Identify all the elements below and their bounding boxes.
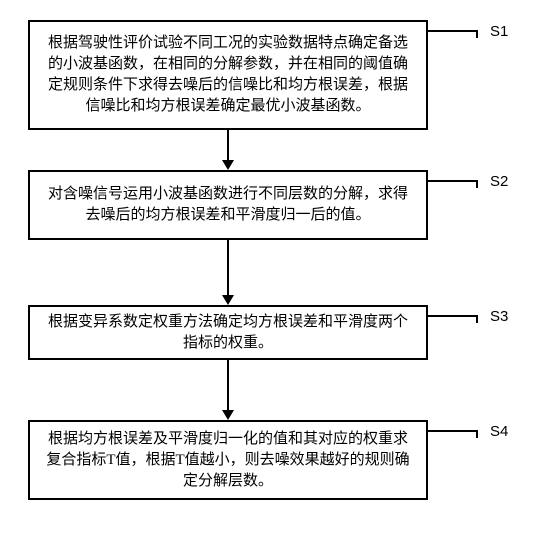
leader-tick-s2 [476, 180, 478, 188]
arrow-shaft-3 [227, 360, 229, 410]
leader-line-s1 [428, 30, 478, 32]
step-box-s2: 对含噪信号运用小波基函数进行不同层数的分解，求得去噪后的均方根误差和平滑度归一后… [28, 170, 428, 240]
arrow-head-1 [222, 160, 234, 170]
step-label-s4: S4 [490, 423, 508, 440]
arrow-shaft-2 [227, 240, 229, 295]
arrow-head-2 [222, 295, 234, 305]
leader-line-s3 [428, 315, 478, 317]
step-label-s3: S3 [490, 308, 508, 325]
step-text-s4: 根据均方根误差及平滑度归一化的值和其对应的权重求复合指标T值，根据T值越小，则去… [42, 429, 414, 492]
arrow-shaft-1 [227, 130, 229, 160]
step-label-s1: S1 [490, 23, 508, 40]
leader-tick-s4 [476, 430, 478, 438]
leader-tick-s3 [476, 315, 478, 323]
step-text-s1: 根据驾驶性评价试验不同工况的实验数据特点确定备选的小波基函数，在相同的分解参数，… [42, 33, 414, 117]
step-box-s1: 根据驾驶性评价试验不同工况的实验数据特点确定备选的小波基函数，在相同的分解参数，… [28, 20, 428, 130]
step-box-s4: 根据均方根误差及平滑度归一化的值和其对应的权重求复合指标T值，根据T值越小，则去… [28, 420, 428, 500]
step-text-s3: 根据变异系数定权重方法确定均方根误差和平滑度两个指标的权重。 [42, 312, 414, 354]
leader-line-s2 [428, 180, 478, 182]
leader-line-s4 [428, 430, 478, 432]
step-label-s2: S2 [490, 173, 508, 190]
step-box-s3: 根据变异系数定权重方法确定均方根误差和平滑度两个指标的权重。 [28, 305, 428, 360]
arrow-head-3 [222, 410, 234, 420]
step-text-s2: 对含噪信号运用小波基函数进行不同层数的分解，求得去噪后的均方根误差和平滑度归一后… [42, 184, 414, 226]
leader-tick-s1 [476, 30, 478, 38]
flowchart-container: 根据驾驶性评价试验不同工况的实验数据特点确定备选的小波基函数，在相同的分解参数，… [0, 0, 547, 534]
